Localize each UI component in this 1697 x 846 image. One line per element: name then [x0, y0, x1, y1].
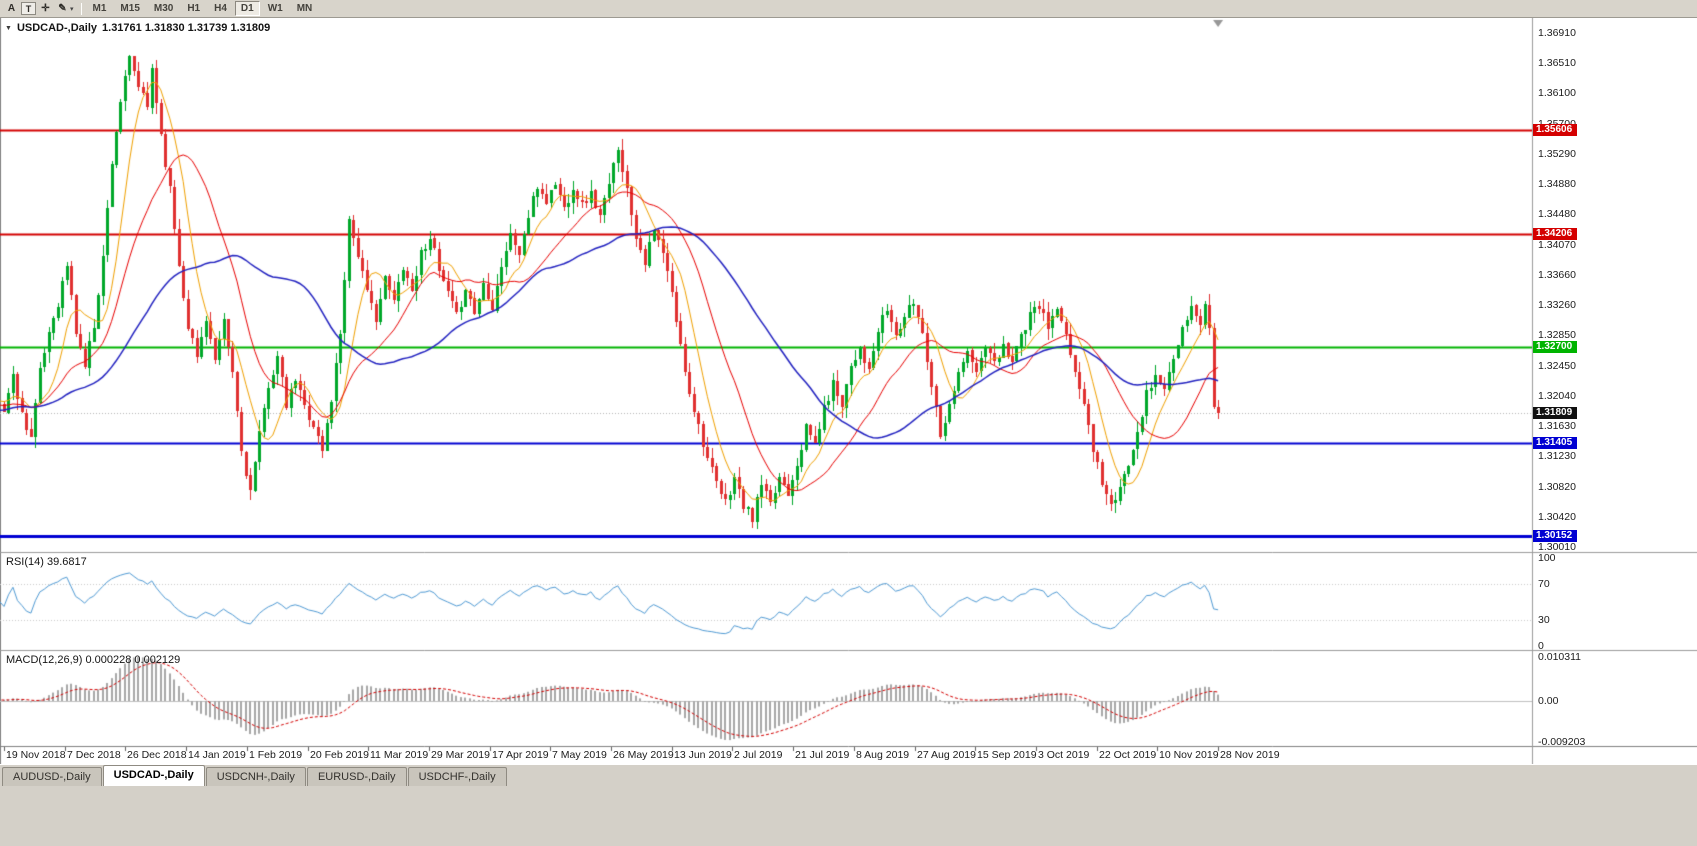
price-axis-label: 1.36910 [1538, 27, 1576, 39]
current-price-badge: 1.31809 [1533, 407, 1577, 419]
toolbar: A T ✛ ✎ ▾ M1 M15 M30 H1 H4 D1 W1 MN [0, 0, 1697, 18]
chart-tab-usdchf[interactable]: USDCHF-,Daily [407, 767, 507, 786]
rsi-axis-label: 100 [1538, 552, 1556, 564]
time-axis-label: 7 May 2019 [552, 749, 607, 761]
timeframe-button-h4[interactable]: H4 [214, 3, 227, 14]
toolbar-separator [80, 2, 82, 15]
chart-tab-eurusd[interactable]: EURUSD-,Daily [306, 767, 407, 786]
price-axis-label: 1.34880 [1538, 178, 1576, 191]
chart-title: ▼ USDCAD-,Daily 1.31761 1.31830 1.31739 … [5, 22, 270, 34]
time-axis-label: 17 Apr 2019 [492, 749, 549, 761]
price-axis-label: 1.34070 [1538, 238, 1576, 251]
timeframe-button-d1[interactable]: D1 [234, 1, 260, 16]
text-frame-icon[interactable]: T [21, 2, 36, 15]
chart-ohlc-values: 1.31761 1.31830 1.31739 1.31809 [102, 22, 271, 34]
price-axis-label: 1.31630 [1538, 420, 1576, 433]
time-axis-label: 14 Jan 2019 [188, 749, 246, 761]
chart-tab-audusd[interactable]: AUDUSD-,Daily [2, 767, 102, 786]
price-axis-label: 1.32850 [1538, 329, 1576, 342]
time-axis-label: 13 Jun 2019 [674, 749, 732, 761]
chart-tab-usdcad[interactable]: USDCAD-,Daily [102, 765, 205, 786]
price-axis-label: 1.33260 [1538, 299, 1576, 312]
price-axis-label: 1.34480 [1538, 208, 1576, 221]
time-axis-label: 21 Jul 2019 [795, 749, 850, 761]
time-axis-label: 3 Oct 2019 [1038, 749, 1090, 761]
time-axis-label: 20 Feb 2019 [310, 749, 369, 761]
hline-price-badge: 1.30152 [1533, 530, 1577, 542]
chart-symbol-title: USDCAD-,Daily [16, 22, 98, 34]
time-axis-label: 8 Aug 2019 [856, 749, 910, 761]
price-axis-label: 1.36100 [1538, 87, 1576, 100]
time-axis-label: 10 Nov 2019 [1159, 749, 1219, 761]
chart-collapse-icon[interactable]: ▼ [5, 24, 12, 32]
time-axis-label: 26 May 2019 [613, 749, 674, 761]
chart-window: ▼ USDCAD-,Daily 1.31761 1.31830 1.31739 … [0, 18, 1697, 764]
time-axis-label: 26 Dec 2018 [127, 749, 187, 761]
macd-indicator-label: MACD(12,26,9) 0.000228 0.002129 [6, 654, 181, 666]
hline-price-badge: 1.32700 [1533, 341, 1577, 353]
pencil-tool-icon[interactable]: ✎ [58, 3, 67, 14]
price-chart-canvas[interactable] [0, 18, 1697, 764]
time-axis-label: 15 Sep 2019 [977, 749, 1037, 761]
time-axis-label: 28 Nov 2019 [1220, 749, 1280, 761]
rsi-indicator-label: RSI(14) 39.6817 [6, 556, 87, 568]
price-axis-label: 1.30010 [1538, 541, 1576, 553]
price-axis-label: 1.33660 [1538, 268, 1576, 281]
text-label-icon[interactable]: A [7, 3, 16, 14]
hline-price-badge: 1.31405 [1533, 437, 1577, 449]
price-axis-label: 1.35700 [1538, 118, 1576, 130]
price-axis-label: 1.30420 [1538, 510, 1576, 523]
price-axis-label: 1.36510 [1538, 57, 1576, 70]
macd-axis-label: 0.00 [1538, 695, 1559, 707]
price-axis-label: 1.32040 [1538, 389, 1576, 402]
timeframe-button-h1[interactable]: H1 [187, 3, 201, 14]
time-axis-label: 1 Feb 2019 [249, 749, 303, 761]
hline-price-badge: 1.34206 [1533, 228, 1577, 240]
time-axis-label: 2 Jul 2019 [734, 749, 783, 761]
hline-price-badge: 1.35606 [1533, 124, 1577, 136]
macd-axis-label: -0.009203 [1538, 736, 1586, 748]
timeframe-button-m1[interactable]: M1 [92, 3, 107, 14]
time-axis-label: 22 Oct 2019 [1099, 749, 1157, 761]
price-axis-label: 1.35290 [1538, 147, 1576, 160]
timeframe-button-mn[interactable]: MN [296, 3, 313, 14]
timeframe-button-m30[interactable]: M30 [153, 3, 174, 14]
time-axis-label: 7 Dec 2018 [67, 749, 121, 761]
price-axis-label: 1.31230 [1538, 450, 1576, 463]
time-axis-label: 29 Mar 2019 [431, 749, 490, 761]
timeframe-button-m15[interactable]: M15 [120, 3, 140, 14]
pencil-dropdown-icon[interactable]: ▾ [70, 5, 74, 13]
time-axis-label: 19 Nov 2018 [6, 749, 66, 761]
rsi-axis-label: 0 [1538, 640, 1544, 652]
chart-tab-usdcnh[interactable]: USDCNH-,Daily [205, 767, 306, 786]
rsi-axis-label: 70 [1538, 578, 1550, 591]
timeframe-button-w1[interactable]: W1 [267, 3, 283, 14]
timeframe-button-group: M1 M15 M30 H1 H4 D1 W1 MN [87, 1, 319, 16]
macd-axis-label: 0.010311 [1538, 651, 1582, 663]
time-axis-label: 27 Aug 2019 [917, 749, 976, 761]
price-axis-label: 1.30820 [1538, 480, 1576, 493]
chart-tab-bar: AUDUSD-,Daily USDCAD-,Daily USDCNH-,Daily E… [0, 764, 1697, 786]
rsi-axis-label: 30 [1538, 613, 1550, 626]
crosshair-icon[interactable]: ✛ [41, 3, 50, 14]
price-axis-label: 1.32450 [1538, 359, 1576, 372]
time-axis-label: 11 Mar 2019 [370, 749, 429, 761]
